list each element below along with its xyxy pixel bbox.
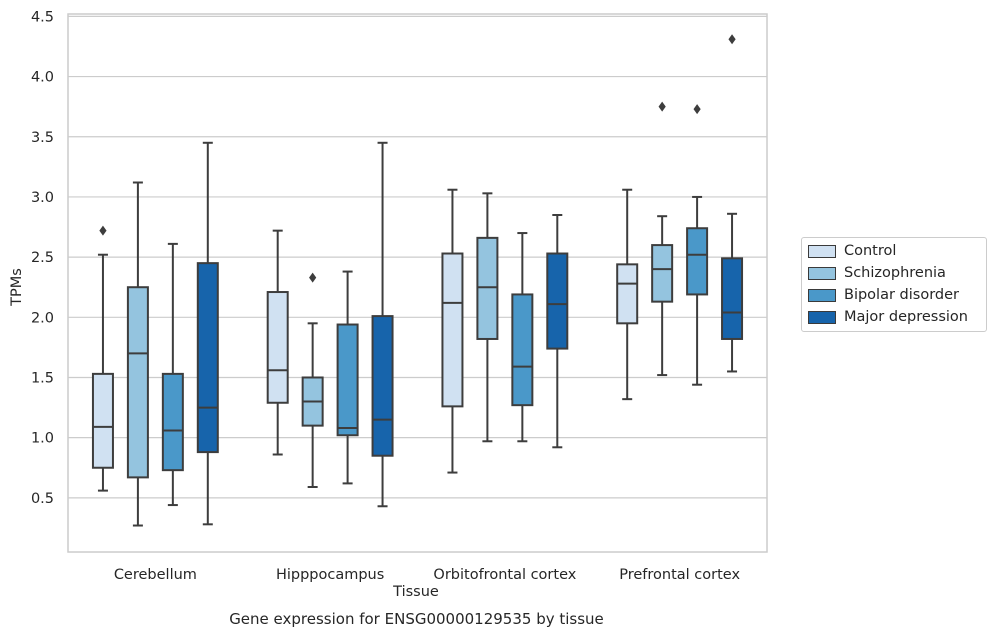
outlier-point bbox=[728, 34, 736, 45]
legend-swatch-major-depression bbox=[808, 310, 836, 324]
box-body bbox=[371, 315, 394, 457]
legend-swatch-bipolar-disorder bbox=[808, 288, 836, 302]
y-tick-label-1.0: 1.0 bbox=[31, 431, 54, 447]
outlier-point bbox=[99, 225, 107, 236]
y-tick-label-4.0: 4.0 bbox=[31, 70, 54, 86]
box-hipppocampus-bipolar-disorder bbox=[336, 270, 359, 485]
box-body bbox=[476, 236, 499, 340]
x-tick-label-hipppocampus: Hipppocampus bbox=[276, 567, 384, 583]
box-orbitofrontal-cortex-schizophrenia bbox=[476, 192, 499, 443]
y-tick-label-3.0: 3.0 bbox=[31, 190, 54, 206]
outlier-point bbox=[658, 101, 666, 112]
box-body bbox=[161, 372, 184, 472]
legend-item-bipolar-disorder: Bipolar disorder bbox=[808, 285, 959, 305]
box-body bbox=[616, 263, 639, 325]
legend-label-schizophrenia: Schizophrenia bbox=[844, 265, 946, 281]
y-tick-label-2.5: 2.5 bbox=[31, 250, 54, 266]
x-tick-label-prefrontal-cortex: Prefrontal cortex bbox=[619, 567, 740, 583]
box-hipppocampus-control bbox=[266, 229, 289, 456]
x-axis-label: Tissue bbox=[393, 584, 439, 600]
box-cerebellum-control bbox=[91, 225, 114, 492]
legend-item-schizophrenia: Schizophrenia bbox=[808, 263, 946, 283]
box-prefrontal-cortex-control bbox=[616, 188, 639, 401]
box-prefrontal-cortex-major-depression bbox=[721, 34, 744, 373]
box-body bbox=[336, 323, 359, 437]
y-tick-label-0.5: 0.5 bbox=[31, 491, 54, 507]
y-axis-label: TPMs bbox=[9, 268, 25, 306]
outlier-point bbox=[309, 272, 317, 283]
box-body bbox=[721, 257, 744, 340]
legend-swatch-control bbox=[808, 244, 836, 258]
box-hipppocampus-schizophrenia bbox=[301, 272, 324, 489]
y-tick-label-3.5: 3.5 bbox=[31, 130, 54, 146]
box-body bbox=[266, 291, 289, 404]
legend-label-major-depression: Major depression bbox=[844, 309, 968, 325]
box-body bbox=[196, 262, 219, 454]
y-tick-label-4.5: 4.5 bbox=[31, 9, 54, 25]
legend-item-control: Control bbox=[808, 241, 896, 261]
x-tick-label-orbitofrontal-cortex: Orbitofrontal cortex bbox=[433, 567, 576, 583]
box-orbitofrontal-cortex-major-depression bbox=[546, 213, 569, 449]
box-body bbox=[126, 286, 149, 479]
legend-label-bipolar-disorder: Bipolar disorder bbox=[844, 287, 959, 303]
y-tick-label-2.0: 2.0 bbox=[31, 310, 54, 326]
x-tick-label-cerebellum: Cerebellum bbox=[114, 567, 197, 583]
plot-frame bbox=[67, 13, 768, 553]
box-hipppocampus-major-depression bbox=[371, 141, 394, 508]
box-body bbox=[546, 252, 569, 350]
box-prefrontal-cortex-bipolar-disorder bbox=[686, 104, 709, 386]
box-cerebellum-major-depression bbox=[196, 141, 219, 526]
legend: Control Schizophrenia Bipolar disorder M… bbox=[801, 237, 987, 332]
box-body bbox=[441, 252, 464, 408]
box-body bbox=[686, 227, 709, 296]
box-cerebellum-bipolar-disorder bbox=[161, 242, 184, 507]
figure-caption: Gene expression for ENSG00000129535 by t… bbox=[229, 610, 604, 628]
y-tick-label-1.5: 1.5 bbox=[31, 370, 54, 386]
legend-label-control: Control bbox=[844, 243, 897, 259]
legend-swatch-schizophrenia bbox=[808, 266, 836, 280]
box-body bbox=[651, 244, 674, 303]
box-orbitofrontal-cortex-control bbox=[441, 188, 464, 474]
box-body bbox=[511, 293, 534, 407]
box-body bbox=[91, 372, 114, 469]
box-cerebellum-schizophrenia bbox=[126, 181, 149, 527]
outlier-point bbox=[693, 104, 701, 115]
box-orbitofrontal-cortex-bipolar-disorder bbox=[511, 232, 534, 443]
legend-item-major-depression: Major depression bbox=[808, 307, 968, 327]
box-prefrontal-cortex-schizophrenia bbox=[651, 101, 674, 377]
